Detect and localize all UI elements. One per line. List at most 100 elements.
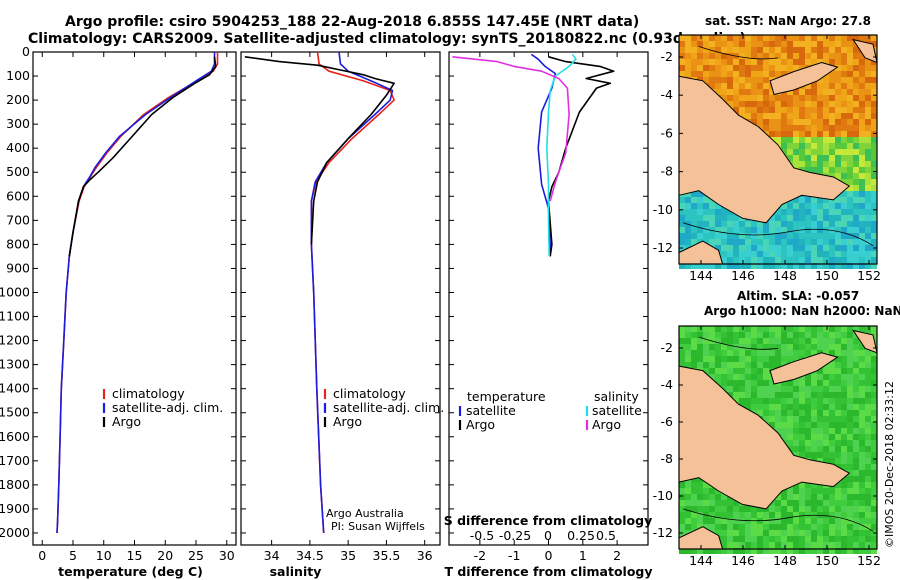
map-cell bbox=[763, 221, 769, 227]
map-cell bbox=[799, 428, 805, 434]
map-cell bbox=[787, 398, 793, 404]
map-cell bbox=[865, 446, 871, 452]
map-cell bbox=[823, 404, 829, 410]
map-cell bbox=[745, 374, 751, 380]
map-cell bbox=[739, 356, 745, 362]
legend-label: climatology bbox=[333, 386, 406, 401]
map-cell bbox=[853, 77, 859, 83]
map-cell bbox=[799, 245, 805, 251]
map-cell bbox=[679, 65, 685, 71]
map-cell bbox=[859, 500, 865, 506]
map-cell bbox=[697, 233, 703, 239]
map-cell bbox=[829, 458, 835, 464]
map-cell bbox=[859, 374, 865, 380]
map-cell bbox=[733, 89, 739, 95]
map-cell bbox=[781, 422, 787, 428]
map-cell bbox=[847, 350, 853, 356]
map-cell bbox=[859, 257, 865, 263]
map-cell bbox=[781, 488, 787, 494]
map-cell bbox=[763, 77, 769, 83]
depth-tick-label: 200 bbox=[6, 92, 30, 107]
map-cell bbox=[751, 398, 757, 404]
map-cell bbox=[847, 524, 853, 530]
map-cell bbox=[787, 251, 793, 257]
map-cell bbox=[841, 203, 847, 209]
map-cell bbox=[829, 101, 835, 107]
map-cell bbox=[847, 137, 853, 143]
map-cell bbox=[709, 362, 715, 368]
map-cell bbox=[793, 350, 799, 356]
map-cell bbox=[691, 494, 697, 500]
map-cell bbox=[691, 53, 697, 59]
map-cell bbox=[811, 89, 817, 95]
map-cell bbox=[805, 59, 811, 65]
map-cell bbox=[787, 209, 793, 215]
map-cell bbox=[817, 440, 823, 446]
map-cell bbox=[757, 524, 763, 530]
map-cell bbox=[763, 227, 769, 233]
map-cell bbox=[835, 332, 841, 338]
map-cell bbox=[841, 524, 847, 530]
map-cell bbox=[817, 251, 823, 257]
map-cell bbox=[727, 95, 733, 101]
map-cell bbox=[715, 362, 721, 368]
map-cell bbox=[793, 101, 799, 107]
map-cell bbox=[721, 500, 727, 506]
map-cell bbox=[763, 245, 769, 251]
map-cell bbox=[757, 362, 763, 368]
map-cell bbox=[841, 518, 847, 524]
map-cell bbox=[709, 227, 715, 233]
map-cell bbox=[679, 344, 685, 350]
map-cell bbox=[691, 500, 697, 506]
map-cell bbox=[793, 197, 799, 203]
map-cell bbox=[775, 404, 781, 410]
map-cell bbox=[751, 239, 757, 245]
map-cell bbox=[739, 53, 745, 59]
map-cell bbox=[781, 350, 787, 356]
map-cell bbox=[841, 362, 847, 368]
map-cell bbox=[859, 137, 865, 143]
map-cell bbox=[787, 440, 793, 446]
map-cell bbox=[703, 548, 709, 554]
map-cell bbox=[775, 326, 781, 332]
map-cell bbox=[799, 113, 805, 119]
map-cell bbox=[727, 530, 733, 536]
map-cell bbox=[715, 77, 721, 83]
map-cell bbox=[721, 263, 727, 269]
map-cell bbox=[685, 524, 691, 530]
map-cell bbox=[799, 197, 805, 203]
map-cell bbox=[847, 83, 853, 89]
map-cell bbox=[721, 209, 727, 215]
map-cell bbox=[679, 71, 685, 77]
map-cell bbox=[727, 101, 733, 107]
map-cell bbox=[781, 113, 787, 119]
map-cell bbox=[805, 227, 811, 233]
map-cell bbox=[871, 197, 877, 203]
map-cell bbox=[853, 263, 859, 269]
map-cell bbox=[775, 356, 781, 362]
map-cell bbox=[853, 482, 859, 488]
map-cell bbox=[715, 227, 721, 233]
map-cell bbox=[715, 59, 721, 65]
map-cell bbox=[775, 410, 781, 416]
map-cell bbox=[829, 338, 835, 344]
map-cell bbox=[793, 131, 799, 137]
map-cell bbox=[787, 263, 793, 269]
map-cell bbox=[817, 221, 823, 227]
map-cell bbox=[751, 59, 757, 65]
map-cell bbox=[799, 209, 805, 215]
map-cell bbox=[871, 209, 877, 215]
map-cell bbox=[757, 548, 763, 554]
map-cell bbox=[751, 380, 757, 386]
map-cell bbox=[787, 488, 793, 494]
map-cell bbox=[811, 518, 817, 524]
map-cell bbox=[859, 458, 865, 464]
map-cell bbox=[829, 434, 835, 440]
map-cell bbox=[829, 380, 835, 386]
map-cell bbox=[745, 41, 751, 47]
map-cell bbox=[853, 143, 859, 149]
map-cell bbox=[793, 125, 799, 131]
map-cell bbox=[817, 215, 823, 221]
map-cell bbox=[823, 500, 829, 506]
